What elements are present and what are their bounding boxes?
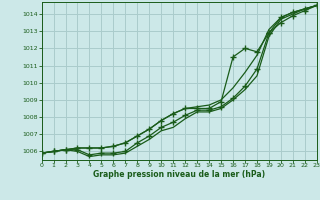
X-axis label: Graphe pression niveau de la mer (hPa): Graphe pression niveau de la mer (hPa) — [93, 170, 265, 179]
